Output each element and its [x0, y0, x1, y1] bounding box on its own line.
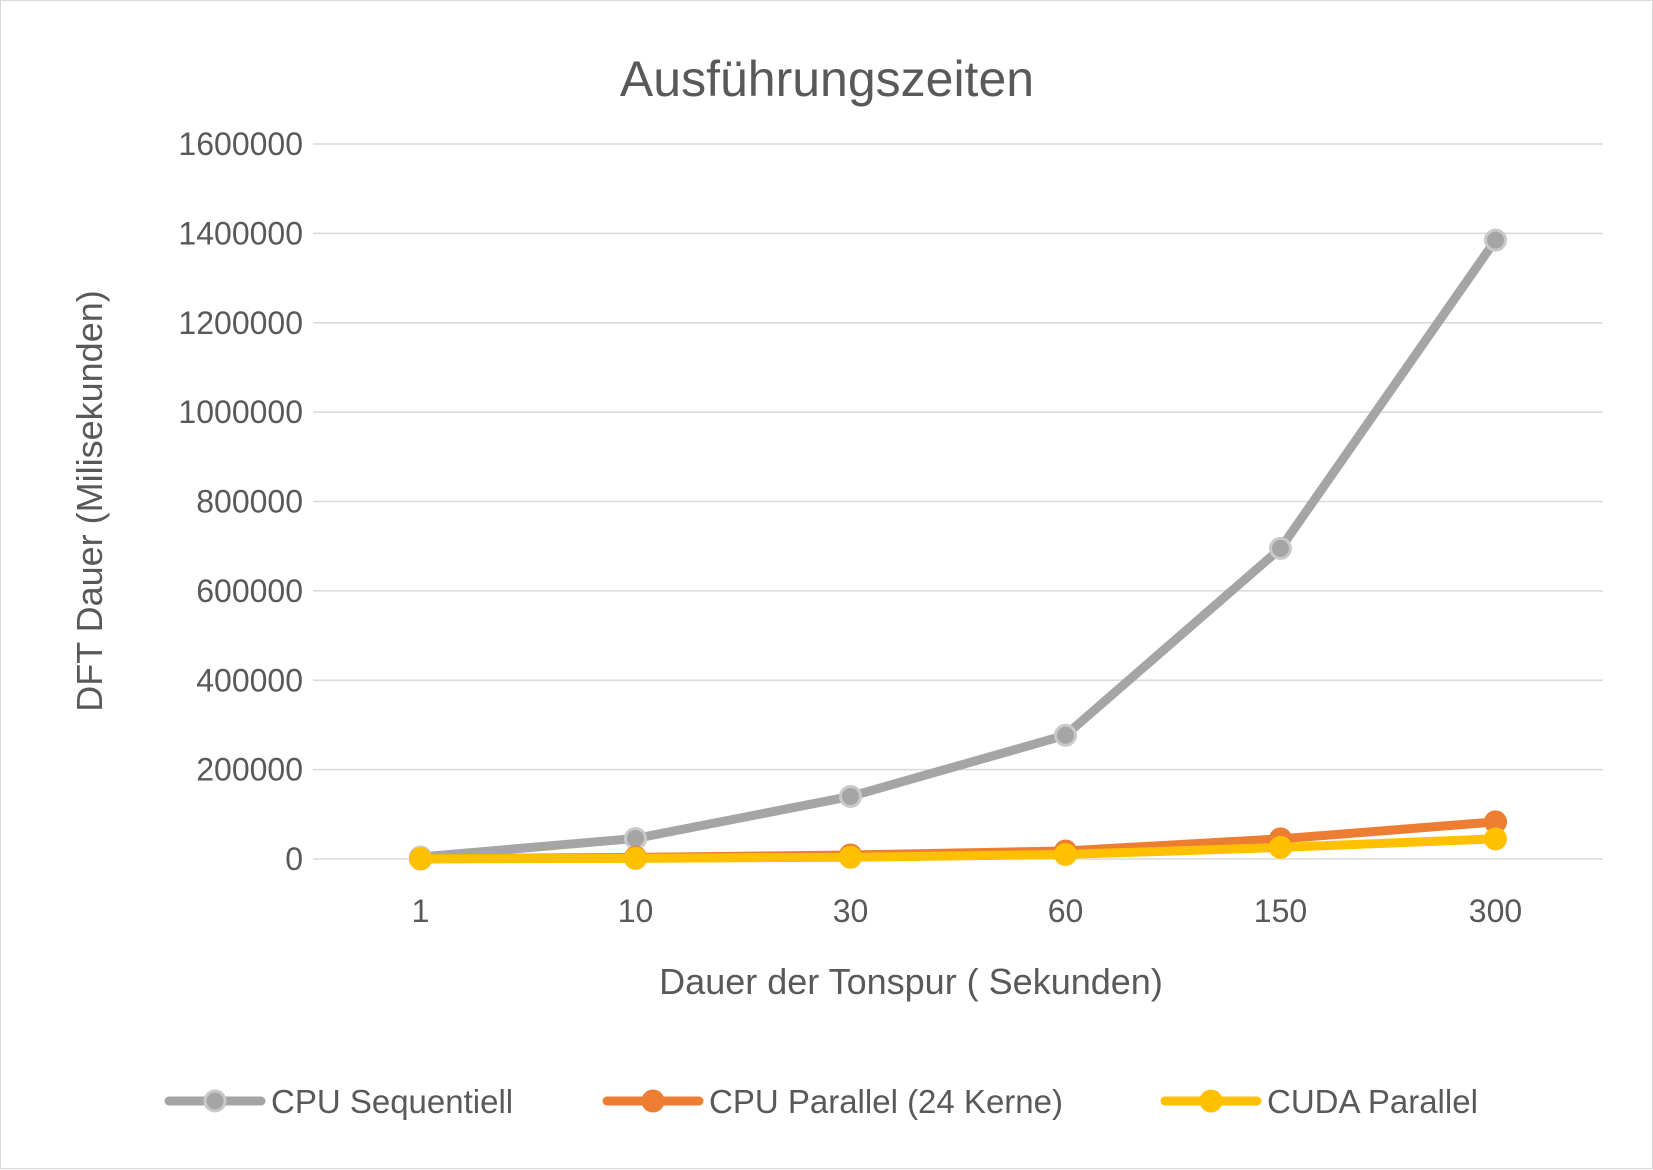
- legend-item: CUDA Parallel: [1160, 1083, 1478, 1120]
- legend-swatch-marker: [641, 1089, 665, 1113]
- y-tick-label: 1200000: [178, 305, 303, 341]
- y-axis-title: DFT Dauer (Milisekunden): [69, 290, 110, 711]
- legend-swatch-marker: [1199, 1089, 1223, 1113]
- y-tick-label: 1600000: [178, 126, 303, 162]
- series-lines: [409, 228, 1507, 871]
- legend: CPU Sequentiell CPU Parallel (24 Kerne) CU…: [164, 1083, 1478, 1120]
- x-tick-label: 60: [1048, 893, 1084, 929]
- legend-label: CPU Sequentiell: [271, 1083, 513, 1120]
- x-tick-label: 150: [1254, 893, 1307, 929]
- series-0: [409, 228, 1507, 869]
- data-point: [409, 847, 432, 871]
- x-axis-ticks: 1 10 30 60 150 300: [412, 893, 1523, 929]
- data-point: [1269, 835, 1292, 859]
- data-point: [1484, 228, 1507, 252]
- series-2: [409, 827, 1507, 871]
- y-axis-ticks: 0 200000 400000 600000 800000 1000000 1200000 1…: [178, 126, 303, 877]
- x-tick-label: 30: [833, 893, 869, 929]
- data-point: [1054, 843, 1077, 867]
- gridlines: [313, 143, 1603, 860]
- data-point: [1269, 536, 1292, 560]
- y-tick-label: 0: [285, 841, 303, 877]
- y-tick-label: 600000: [196, 573, 303, 609]
- data-point: [624, 826, 647, 850]
- y-tick-label: 1000000: [178, 394, 303, 430]
- data-point: [624, 846, 647, 870]
- data-point: [1054, 723, 1077, 747]
- legend-item: CPU Sequentiell: [164, 1083, 513, 1120]
- series-line: [416, 235, 1500, 862]
- y-tick-label: 400000: [196, 662, 303, 698]
- x-tick-label: 300: [1469, 893, 1522, 929]
- legend-label: CUDA Parallel: [1267, 1083, 1478, 1120]
- chart-title: Ausführungszeiten: [620, 51, 1034, 107]
- x-axis-title: Dauer der Tonspur ( Sekunden): [659, 961, 1163, 1002]
- y-tick-label: 1400000: [178, 215, 303, 251]
- legend-item: CPU Parallel (24 Kerne): [602, 1083, 1063, 1120]
- y-tick-label: 800000: [196, 484, 303, 520]
- legend-swatch-marker: [203, 1089, 227, 1113]
- data-point: [839, 784, 862, 808]
- legend-label: CPU Parallel (24 Kerne): [709, 1083, 1063, 1120]
- y-tick-label: 200000: [196, 752, 303, 788]
- x-tick-label: 10: [618, 893, 654, 929]
- x-tick-label: 1: [412, 893, 430, 929]
- data-point: [839, 845, 862, 869]
- data-point: [1484, 827, 1507, 851]
- series-line: [416, 834, 1500, 864]
